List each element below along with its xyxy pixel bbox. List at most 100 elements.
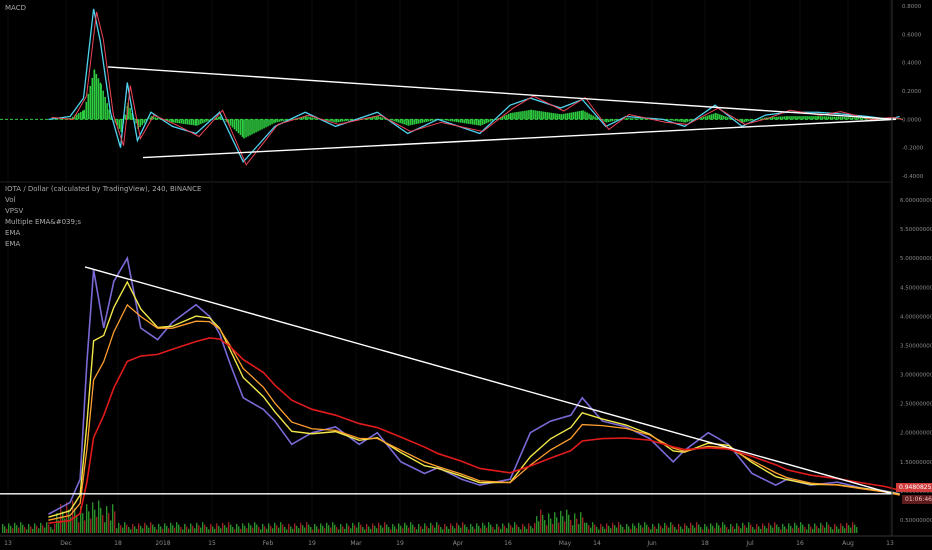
volume-bar (292, 528, 294, 533)
volume-bar (502, 523, 504, 533)
macd-histogram-bar (97, 78, 100, 120)
macd-histogram-bar (789, 116, 791, 120)
macd-histogram-bar (174, 119, 177, 123)
volume-bar (162, 528, 164, 533)
volume-bar (642, 527, 644, 533)
macd-histogram-bar (229, 119, 232, 126)
volume-bar (570, 520, 572, 533)
macd-histogram-bar (552, 113, 554, 120)
macd-histogram-bar (526, 110, 528, 120)
volume-bar (450, 523, 452, 533)
macd-histogram-bar (227, 119, 230, 124)
price-y-tick-label: 6.00000000 (900, 198, 932, 204)
price-panel[interactable] (0, 255, 900, 533)
volume-bar (776, 524, 778, 533)
legend-item-vol[interactable]: Vol (5, 196, 16, 204)
volume-bar (56, 513, 58, 533)
macd-histogram-bar (841, 116, 844, 120)
macd-histogram-bar (397, 119, 399, 123)
macd-histogram-bar (407, 119, 410, 126)
volume-bar (494, 529, 496, 533)
macd-histogram-bar (483, 119, 486, 125)
macd-histogram-bar (202, 119, 204, 124)
macd-histogram-bar (743, 119, 746, 123)
volume-bar (412, 524, 414, 533)
volume-bar (344, 528, 346, 533)
macd-histogram-bar (200, 119, 202, 125)
macd-histogram-bar (747, 119, 750, 122)
macd-histogram-bar (204, 119, 206, 123)
volume-bar (640, 525, 642, 533)
macd-histogram-bar (379, 116, 381, 120)
volume-bar (380, 525, 382, 533)
volume-bar (100, 507, 102, 533)
legend-item-ema-2[interactable]: EMA (5, 240, 21, 248)
volume-bar (198, 525, 200, 533)
macd-histogram-bar (206, 119, 208, 122)
macd-histogram-bar (433, 119, 436, 121)
volume-bar (290, 526, 292, 533)
volume-bar (486, 527, 488, 533)
volume-bar (566, 509, 568, 533)
macd-histogram-bar (739, 119, 741, 122)
volume-bar (686, 525, 688, 533)
volume-bar (436, 522, 438, 533)
x-tick-label: 15 (208, 540, 216, 547)
legend-item-vpsv[interactable]: VPSV (5, 207, 24, 215)
macd-histogram-bar (261, 119, 263, 130)
macd-histogram-bar (137, 119, 140, 129)
macd-histogram-bar (799, 116, 801, 120)
macd-histogram-bar (503, 115, 506, 120)
price-y-tick-label: 3.00000000 (900, 373, 932, 379)
volume-bar (768, 522, 770, 533)
volume-bar (704, 524, 706, 533)
macd-histogram-bar (145, 119, 148, 122)
macd-histogram-bar (510, 112, 512, 120)
macd-histogram-bar (472, 119, 474, 125)
macd-histogram-bar (127, 102, 129, 120)
legend-item-ema-1[interactable]: EMA (5, 229, 21, 237)
symbol-title[interactable]: IOTA / Dollar (calculated by TradingView… (5, 185, 202, 193)
volume-bar (104, 522, 106, 533)
macd-histogram-bar (118, 119, 121, 129)
macd-histogram-bar (241, 119, 244, 137)
volume-bar (628, 526, 630, 533)
macd-histogram-bar (544, 111, 546, 120)
volume-bar (350, 528, 352, 533)
volume-bar (328, 525, 330, 533)
price-y-tick-label: 4.00000000 (900, 314, 932, 320)
macd-histogram-bar (895, 118, 898, 120)
price-y-tick-label: 3.50000000 (900, 343, 932, 349)
volume-bar (214, 528, 216, 533)
macd-histogram-bar (609, 119, 612, 122)
macd-histogram-bar (462, 119, 464, 123)
macd-histogram-bar (594, 116, 596, 120)
macd-histogram-bar (276, 119, 279, 123)
macd-histogram-bar (399, 119, 401, 124)
x-tick-label: 19 (396, 540, 404, 547)
macd-panel[interactable] (0, 8, 903, 166)
volume-bar (692, 525, 694, 533)
macd-histogram-bar (809, 116, 811, 120)
volume-bar (720, 527, 722, 533)
volume-bar (226, 527, 228, 533)
macd-histogram-bar (779, 116, 782, 120)
grid-lines (0, 0, 892, 536)
macd-histogram-bar (628, 118, 630, 120)
macd-histogram-bar (300, 117, 303, 120)
volume-bar (588, 525, 590, 533)
volume-bar (728, 529, 730, 533)
macd-histogram-bar (341, 119, 344, 122)
macd-histogram-bar (427, 119, 430, 122)
macd-histogram-bar (528, 110, 530, 120)
volume-bar (536, 516, 538, 533)
macd-histogram-bar (781, 116, 784, 120)
macd-histogram-bar (870, 118, 872, 120)
volume-bar (800, 522, 802, 533)
volume-bar (124, 522, 126, 533)
macd-histogram-bar (305, 116, 307, 120)
macd-histogram-bar (278, 119, 281, 122)
volume-bar (552, 523, 554, 533)
legend-item-multiple-ema[interactable]: Multiple EMA&#039;s (5, 218, 81, 226)
